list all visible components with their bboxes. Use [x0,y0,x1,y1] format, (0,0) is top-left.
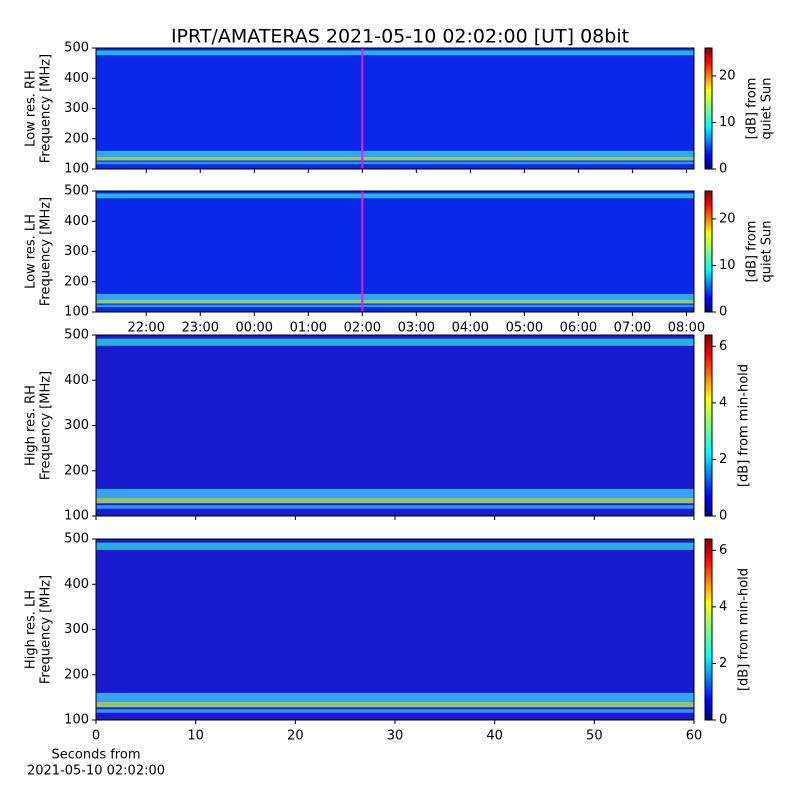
emission-band [96,709,694,713]
y-tick-label: 300 [64,418,89,433]
spectrogram [96,191,694,312]
colorbar-label: [dB] from min-hold [737,364,752,487]
y-tick-label: 200 [64,131,89,146]
y-axis-label: Low res. RH [24,70,39,147]
y-tick-label: 500 [64,532,89,547]
x-tick-label: 60 [686,729,703,744]
y-tick-label: 300 [64,622,89,637]
emission-band [96,150,694,157]
emission-band [96,542,694,550]
x-tick-label: 23:00 [182,321,219,336]
emission-band [96,692,694,702]
spectrogram [96,539,694,720]
x-tick-label: 04:00 [452,321,489,336]
colorbar-tick-label: 0 [719,509,727,524]
x-tick-label: 00:00 [236,321,273,336]
y-tick-label: 100 [64,713,89,728]
colorbar-tick-label: 6 [719,543,727,558]
colorbar-tick-label: 0 [719,305,727,320]
y-tick-label: 100 [64,509,89,524]
y-tick-label: 400 [64,214,89,229]
colorbar-label: [dB] from min-hold [737,568,752,691]
y-axis-label: High res. RH [24,385,39,466]
y-tick-label: 300 [64,244,89,259]
emission-band [96,299,694,304]
y-axis-label: Frequency [MHz] [39,54,54,163]
y-tick-label: 400 [64,577,89,592]
colorbar-tick-label: 0 [719,162,727,177]
y-tick-label: 200 [64,463,89,478]
y-tick-label: 100 [64,162,89,177]
emission-band [96,338,694,346]
spectrogram [96,48,694,169]
x-tick-label: 30 [387,729,404,744]
colorbar-tick-label: 6 [719,339,727,354]
colorbar-tick-label: 20 [719,211,736,226]
x-tick-label: 01:00 [290,321,327,336]
x-tick-label: 05:00 [506,321,543,336]
colorbar [704,334,713,517]
colorbar-tick-label: 2 [719,656,727,671]
colorbar-tick-label: 20 [719,68,736,83]
y-tick-label: 200 [64,667,89,682]
colorbar-label: quiet Sun [760,77,775,139]
y-tick-label: 500 [64,328,89,343]
figure-title: IPRT/AMATERAS 2021-05-10 02:02:00 [UT] 0… [171,26,629,48]
y-tick-label: 200 [64,274,89,289]
colorbar [704,538,713,721]
x-tick-label: 08:00 [668,321,705,336]
y-tick-label: 100 [64,305,89,320]
x-tick-label: 03:00 [398,321,435,336]
y-tick-label: 400 [64,373,89,388]
colorbar-tick-label: 4 [719,599,727,614]
colorbar-tick-label: 0 [719,713,727,728]
emission-band [96,304,694,308]
x-tick-label: 10 [187,729,204,744]
colorbar-tick-label: 4 [719,395,727,410]
colorbar-tick-label: 10 [719,115,736,130]
y-tick-label: 400 [64,71,89,86]
y-axis-label: Low res. LH [24,214,39,289]
colorbar [704,47,713,170]
x-tick-label: 40 [486,729,503,744]
y-axis-label: Frequency [MHz] [39,197,54,306]
x-axis-label: 2021-05-10 02:02:00 [27,764,165,779]
x-tick-label: 50 [586,729,603,744]
emission-band [96,293,694,300]
x-tick-label: 07:00 [614,321,651,336]
spectrogram [96,335,694,516]
emission-band [96,193,694,199]
emission-band [96,505,694,509]
emission-band [96,497,694,504]
emission-band [96,50,694,56]
y-axis-label: Frequency [MHz] [39,575,54,684]
emission-band [96,701,694,708]
colorbar-tick-label: 2 [719,452,727,467]
x-tick-label: 22:00 [128,321,165,336]
colorbar-label: [dB] from [745,78,760,140]
emission-band [96,488,694,498]
emission-band [96,156,694,161]
x-tick-label: 02:00 [344,321,381,336]
colorbar-tick-label: 10 [719,258,736,273]
x-tick-label: 0 [92,729,100,744]
x-axis-label: Seconds from [51,748,140,763]
emission-band [96,161,694,165]
y-axis-label: High res. LH [24,590,39,669]
y-tick-label: 500 [64,41,89,56]
colorbar-label: quiet Sun [760,220,775,282]
x-tick-label: 06:00 [560,321,597,336]
x-tick-label: 20 [287,729,304,744]
y-tick-label: 500 [64,184,89,199]
colorbar [704,190,713,313]
colorbar-label: [dB] from [745,221,760,283]
y-axis-label: Frequency [MHz] [39,371,54,480]
y-tick-label: 300 [64,101,89,116]
